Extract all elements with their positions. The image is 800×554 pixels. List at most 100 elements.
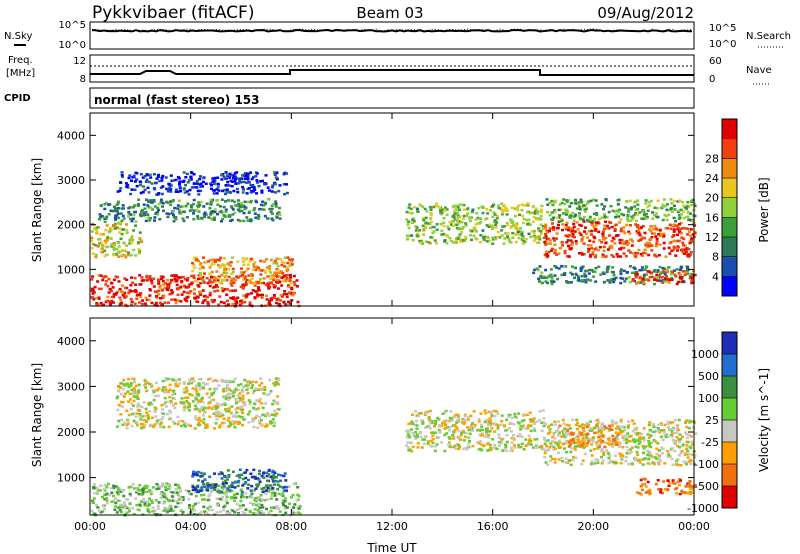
velocity-cell: [143, 504, 147, 507]
power-cell: [561, 212, 565, 215]
power-cell: [544, 223, 548, 227]
velocity-cell: [117, 403, 121, 407]
velocity-cell: [269, 488, 273, 491]
velocity-cell: [191, 508, 195, 511]
velocity-cell: [196, 483, 200, 487]
power-cell: [595, 213, 599, 217]
power-cell: [628, 281, 632, 284]
velocity-cell: [241, 510, 245, 514]
power-cell: [594, 224, 598, 227]
power-cell: [255, 179, 259, 182]
power-cell: [604, 255, 608, 258]
velocity-cell: [191, 377, 195, 380]
velocity-cell: [171, 499, 175, 502]
cpid-value: normal (fast stereo) 153: [94, 93, 260, 107]
velocity-cell: [210, 483, 214, 486]
power-cell: [555, 232, 559, 235]
velocity-cell: [658, 431, 662, 434]
velocity-cell: [135, 503, 139, 507]
power-cell: [571, 234, 575, 237]
velocity-cell: [240, 415, 244, 419]
power-cell: [609, 278, 613, 281]
velocity-cell: [524, 438, 528, 441]
velocity-cell: [427, 418, 431, 421]
power-cell: [125, 250, 129, 253]
velocity-cell: [232, 422, 236, 426]
velocity-cell: [662, 431, 666, 434]
velocity-cell: [121, 423, 125, 427]
power-cell: [192, 198, 196, 202]
velocity-cell: [638, 437, 642, 440]
velocity-cell: [654, 482, 658, 486]
velocity-cell: [589, 462, 593, 466]
power-cell: [258, 277, 262, 281]
power-cell: [532, 239, 536, 242]
velocity-cell: [213, 483, 217, 486]
power-cell: [636, 224, 640, 227]
velocity-cell: [236, 481, 240, 484]
power-cell: [226, 183, 230, 187]
velocity-cell: [248, 509, 252, 513]
velocity-cell: [197, 382, 201, 385]
velocity-cell: [138, 413, 142, 416]
velocity-cell: [470, 424, 474, 427]
power-cell: [686, 265, 690, 269]
power-cell: [290, 286, 294, 290]
velocity-cell: [181, 420, 185, 423]
velocity-cell: [217, 403, 221, 406]
velocity-cell: [271, 477, 275, 481]
power-cell: [642, 281, 645, 284]
power-cell: [214, 277, 218, 281]
power-cell: [506, 236, 510, 240]
velocity-cell: [609, 459, 613, 462]
velocity-cell: [611, 460, 615, 464]
velocity-cell: [233, 377, 237, 380]
power-cell: [539, 274, 543, 278]
velocity-cell: [251, 380, 255, 384]
velocity-cell: [596, 422, 599, 426]
velocity-cell: [590, 429, 594, 432]
velocity-cell: [509, 430, 513, 433]
velocity-cell: [568, 444, 572, 448]
velocity-cell: [159, 425, 163, 429]
power-cell: [491, 242, 495, 245]
velocity-cell: [215, 406, 219, 409]
power-cell: [633, 279, 637, 283]
power-cell: [145, 198, 148, 201]
power-cell: [156, 175, 160, 179]
power-cell: [679, 208, 683, 212]
power-cell: [236, 182, 240, 185]
power-cell: [189, 205, 193, 208]
power-cell: [255, 200, 258, 204]
velocity-cell: [513, 415, 517, 418]
velocity-cell: [656, 479, 660, 482]
power-cell: [424, 240, 428, 243]
power-cell: [632, 214, 636, 217]
power-cell: [416, 232, 420, 236]
power-cell: [91, 288, 95, 292]
power-cell: [174, 216, 178, 219]
power-cell: [507, 238, 511, 241]
velocity-cell: [156, 507, 160, 510]
velocity-cell: [169, 411, 172, 414]
velocity-cell: [130, 424, 134, 428]
power-cell: [186, 286, 190, 289]
power-cell: [606, 265, 610, 269]
velocity-cell: [164, 379, 168, 382]
velocity-cell: [562, 434, 566, 437]
power-cell: [625, 223, 629, 227]
velocity-cell: [225, 501, 229, 505]
power-cell: [246, 173, 250, 177]
power-cell: [134, 289, 137, 292]
velocity-cell: [283, 500, 287, 503]
power-cell: [222, 205, 226, 209]
power-cell: [138, 237, 142, 240]
velocity-cell: [263, 388, 267, 392]
power-cell: [254, 216, 258, 219]
power-cell: [563, 273, 566, 276]
power-cell: [177, 199, 181, 202]
power-cell: [592, 270, 596, 273]
power-cell: [584, 207, 588, 210]
velocity-cell: [486, 423, 490, 427]
power-cell: [236, 191, 240, 194]
